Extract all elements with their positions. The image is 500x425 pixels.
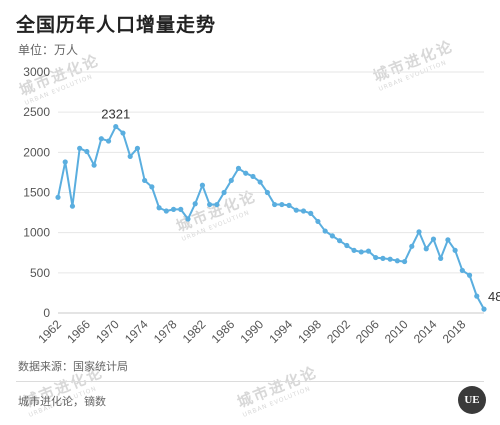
data-point — [228, 177, 234, 184]
data-point — [77, 145, 83, 151]
data-point — [120, 130, 126, 136]
credit-line: 城市进化论，镝数 — [18, 395, 106, 408]
data-point — [185, 216, 191, 222]
data-point — [452, 247, 458, 253]
data-point — [272, 201, 278, 208]
data-point — [459, 267, 465, 274]
y-tick-label: 0 — [43, 306, 50, 320]
data-point — [257, 179, 263, 185]
x-tick-label: 2006 — [353, 317, 382, 346]
data-point — [243, 170, 249, 176]
data-point — [329, 233, 335, 239]
x-tick-label: 1982 — [180, 317, 209, 346]
data-point — [105, 138, 112, 144]
x-tick-label: 2010 — [382, 317, 411, 346]
data-point — [380, 255, 386, 261]
data-point — [322, 228, 328, 234]
ue-logo-icon: UE — [458, 386, 486, 414]
data-point — [127, 153, 133, 159]
x-tick-label: 2014 — [411, 317, 440, 346]
data-point — [250, 173, 256, 180]
data-point — [430, 236, 437, 242]
data-point — [221, 189, 227, 196]
data-point — [62, 159, 68, 165]
x-tick-label: 2018 — [440, 317, 469, 346]
data-point — [69, 203, 76, 209]
data-point — [170, 206, 177, 212]
x-tick-label: 1998 — [295, 317, 324, 346]
line-chart: 0 500 1000 1500 2000 2500 3000 1962 1966 1970 1974… — [23, 65, 500, 346]
data-point — [214, 201, 220, 208]
data-point — [113, 123, 119, 130]
data-point — [474, 293, 480, 299]
data-point — [156, 205, 162, 211]
data-point — [91, 162, 97, 168]
y-tick-label: 2500 — [23, 105, 50, 119]
data-point — [134, 145, 141, 151]
data-point — [336, 238, 343, 244]
data-point — [235, 165, 242, 171]
data-point — [409, 243, 415, 249]
data-point — [308, 210, 314, 216]
data-point — [438, 255, 444, 261]
y-tick-label: 1000 — [23, 226, 50, 240]
x-tick-label: 1994 — [266, 317, 295, 346]
data-point — [315, 218, 321, 225]
x-tick-label: 1986 — [209, 317, 238, 346]
data-point — [387, 256, 393, 262]
x-tick-label: 1974 — [122, 317, 151, 346]
x-tick-label: 1978 — [151, 317, 180, 346]
x-tick-label: 2002 — [324, 317, 353, 346]
series-line — [57, 125, 485, 310]
footer-divider — [16, 381, 484, 382]
y-tick-label: 1500 — [23, 186, 50, 200]
x-tick-label: 1966 — [64, 317, 93, 346]
data-point — [445, 237, 451, 243]
data-point — [466, 272, 473, 278]
data-point — [481, 306, 487, 312]
data-point — [264, 189, 270, 196]
data-point — [373, 254, 379, 261]
data-point — [178, 206, 184, 212]
data-point — [149, 184, 155, 190]
y-tick-label: 500 — [30, 266, 50, 280]
data-point — [300, 208, 307, 214]
data-point — [84, 148, 90, 155]
data-label: 2321 — [101, 107, 130, 122]
x-tick-label: 1962 — [35, 317, 64, 346]
data-source: 数据来源：国家统计局 — [18, 360, 128, 373]
data-point — [401, 258, 408, 265]
data-label: 48 — [488, 289, 500, 304]
data-point — [286, 202, 292, 208]
data-point — [365, 248, 372, 254]
x-tick-label: 1990 — [238, 317, 267, 346]
x-tick-label: 1970 — [93, 317, 122, 346]
data-point — [142, 177, 148, 184]
data-point — [199, 182, 206, 188]
data-point — [358, 249, 364, 255]
y-tick-label: 3000 — [23, 65, 50, 79]
data-point — [293, 207, 299, 213]
watermark: 城市进化论 URBAN EVOLUTION — [234, 361, 323, 419]
data-point — [423, 246, 429, 252]
data-point — [207, 201, 213, 208]
unit-label: 单位：万人 — [18, 43, 79, 57]
data-point — [55, 194, 61, 200]
data-point — [394, 258, 400, 264]
data-point — [163, 208, 169, 214]
data-point — [279, 201, 285, 208]
data-point — [351, 247, 357, 253]
data-point — [192, 201, 198, 207]
data-point — [416, 229, 422, 235]
data-point — [98, 136, 104, 142]
data-point — [344, 242, 350, 249]
chart-title: 全国历年人口增量走势 — [16, 14, 217, 36]
y-tick-label: 2000 — [23, 145, 50, 159]
